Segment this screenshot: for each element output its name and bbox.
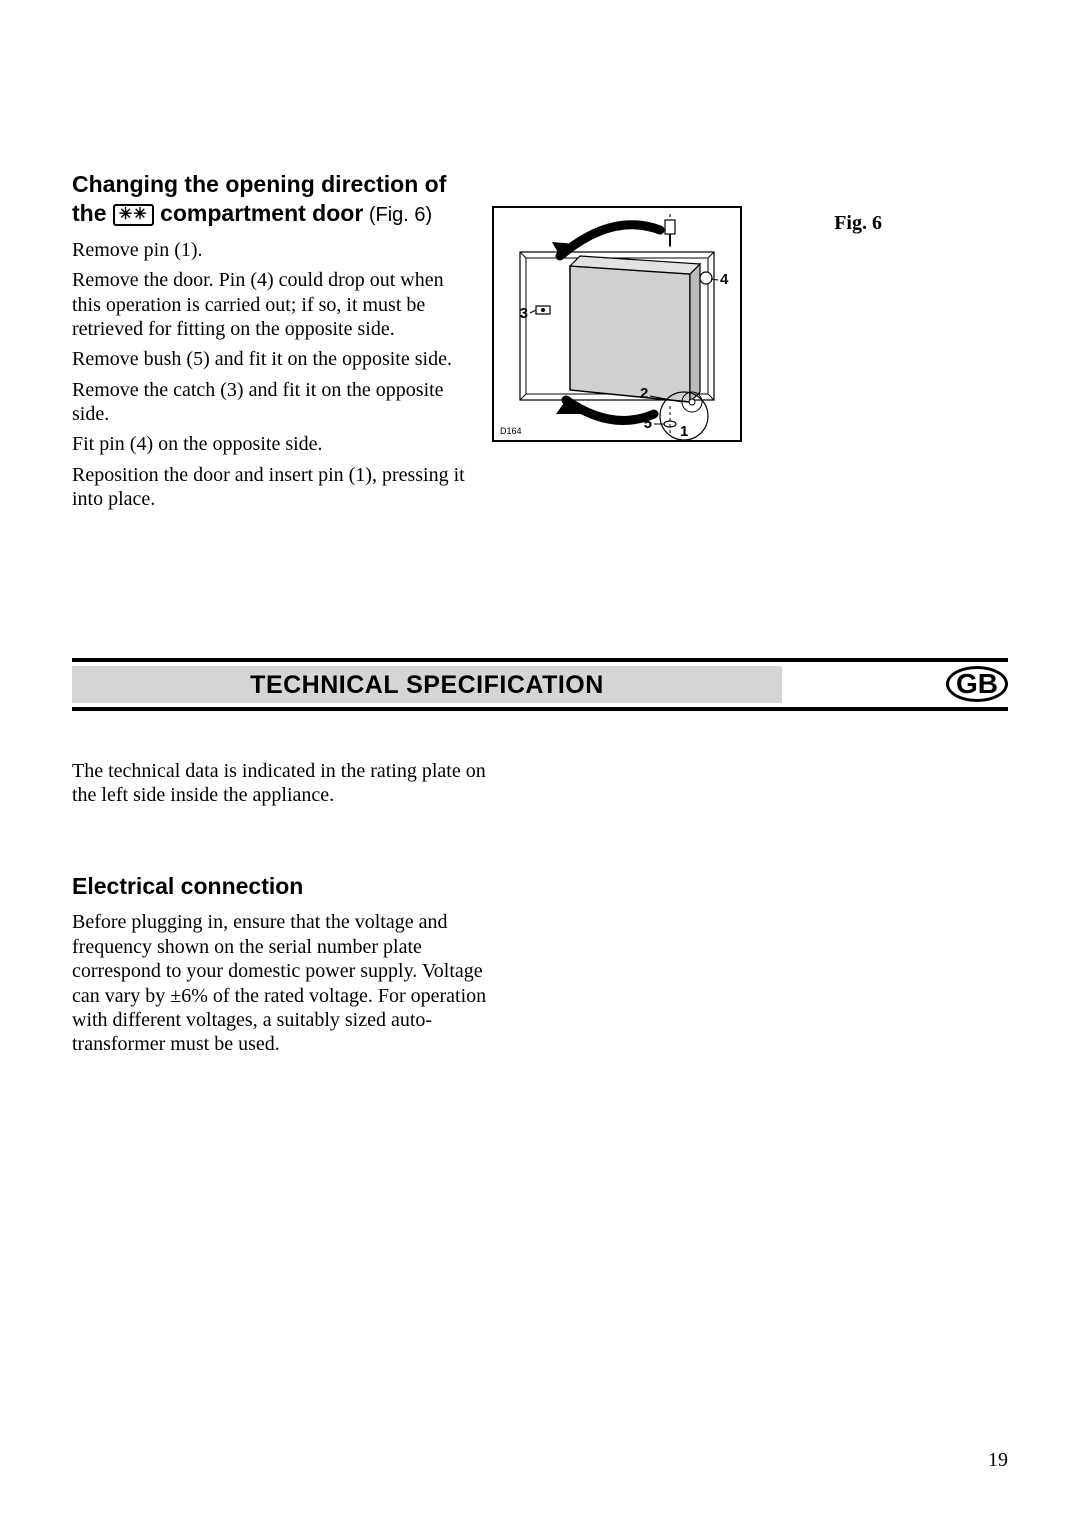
heading-line2-post: compartment door <box>154 200 364 226</box>
figure-ref: D164 <box>500 426 522 436</box>
heading-line2-pre: the <box>72 200 113 226</box>
fig-label-5: 5 <box>644 415 652 432</box>
instruction-step: Remove the catch (3) and fit it on the o… <box>72 378 472 427</box>
fig-label-3: 3 <box>520 305 528 322</box>
freezer-stars-icon: ✳✳ <box>113 204 154 226</box>
instruction-step: Remove bush (5) and fit it on the opposi… <box>72 347 472 371</box>
figure-column: Fig. 6 <box>492 170 832 518</box>
heading-line1: Changing the opening direction of <box>72 171 446 197</box>
electrical-heading: Electrical connection <box>72 873 502 900</box>
tech-spec-title: TECHNICAL SPECIFICATION <box>72 666 782 703</box>
instruction-step: Reposition the door and insert pin (1), … <box>72 463 472 512</box>
fig-label-2: 2 <box>640 385 648 402</box>
top-section: Changing the opening direction of the ✳✳… <box>72 170 1008 518</box>
tech-spec-body: The technical data is indicated in the r… <box>72 759 502 1057</box>
fig-label-4: 4 <box>720 271 729 288</box>
text-column: Changing the opening direction of the ✳✳… <box>72 170 472 518</box>
instruction-step: Remove the door. Pin (4) could drop out … <box>72 268 472 341</box>
country-badge: GB <box>946 666 1008 702</box>
electrical-body: Before plugging in, ensure that the volt… <box>72 910 502 1056</box>
section-heading: Changing the opening direction of the ✳✳… <box>72 170 472 228</box>
fig-label-1: 1 <box>680 423 688 440</box>
instruction-step: Fit pin (4) on the opposite side. <box>72 432 472 456</box>
tech-intro-text: The technical data is indicated in the r… <box>72 759 502 808</box>
figure-caption: Fig. 6 <box>834 212 882 235</box>
page-number: 19 <box>988 1449 1008 1472</box>
figure-diagram: 4 3 2 5 1 D164 <box>492 206 742 442</box>
tech-spec-header: TECHNICAL SPECIFICATION GB <box>72 658 1008 711</box>
instruction-step: Remove pin (1). <box>72 238 472 262</box>
heading-figref: (Fig. 6) <box>363 204 432 226</box>
